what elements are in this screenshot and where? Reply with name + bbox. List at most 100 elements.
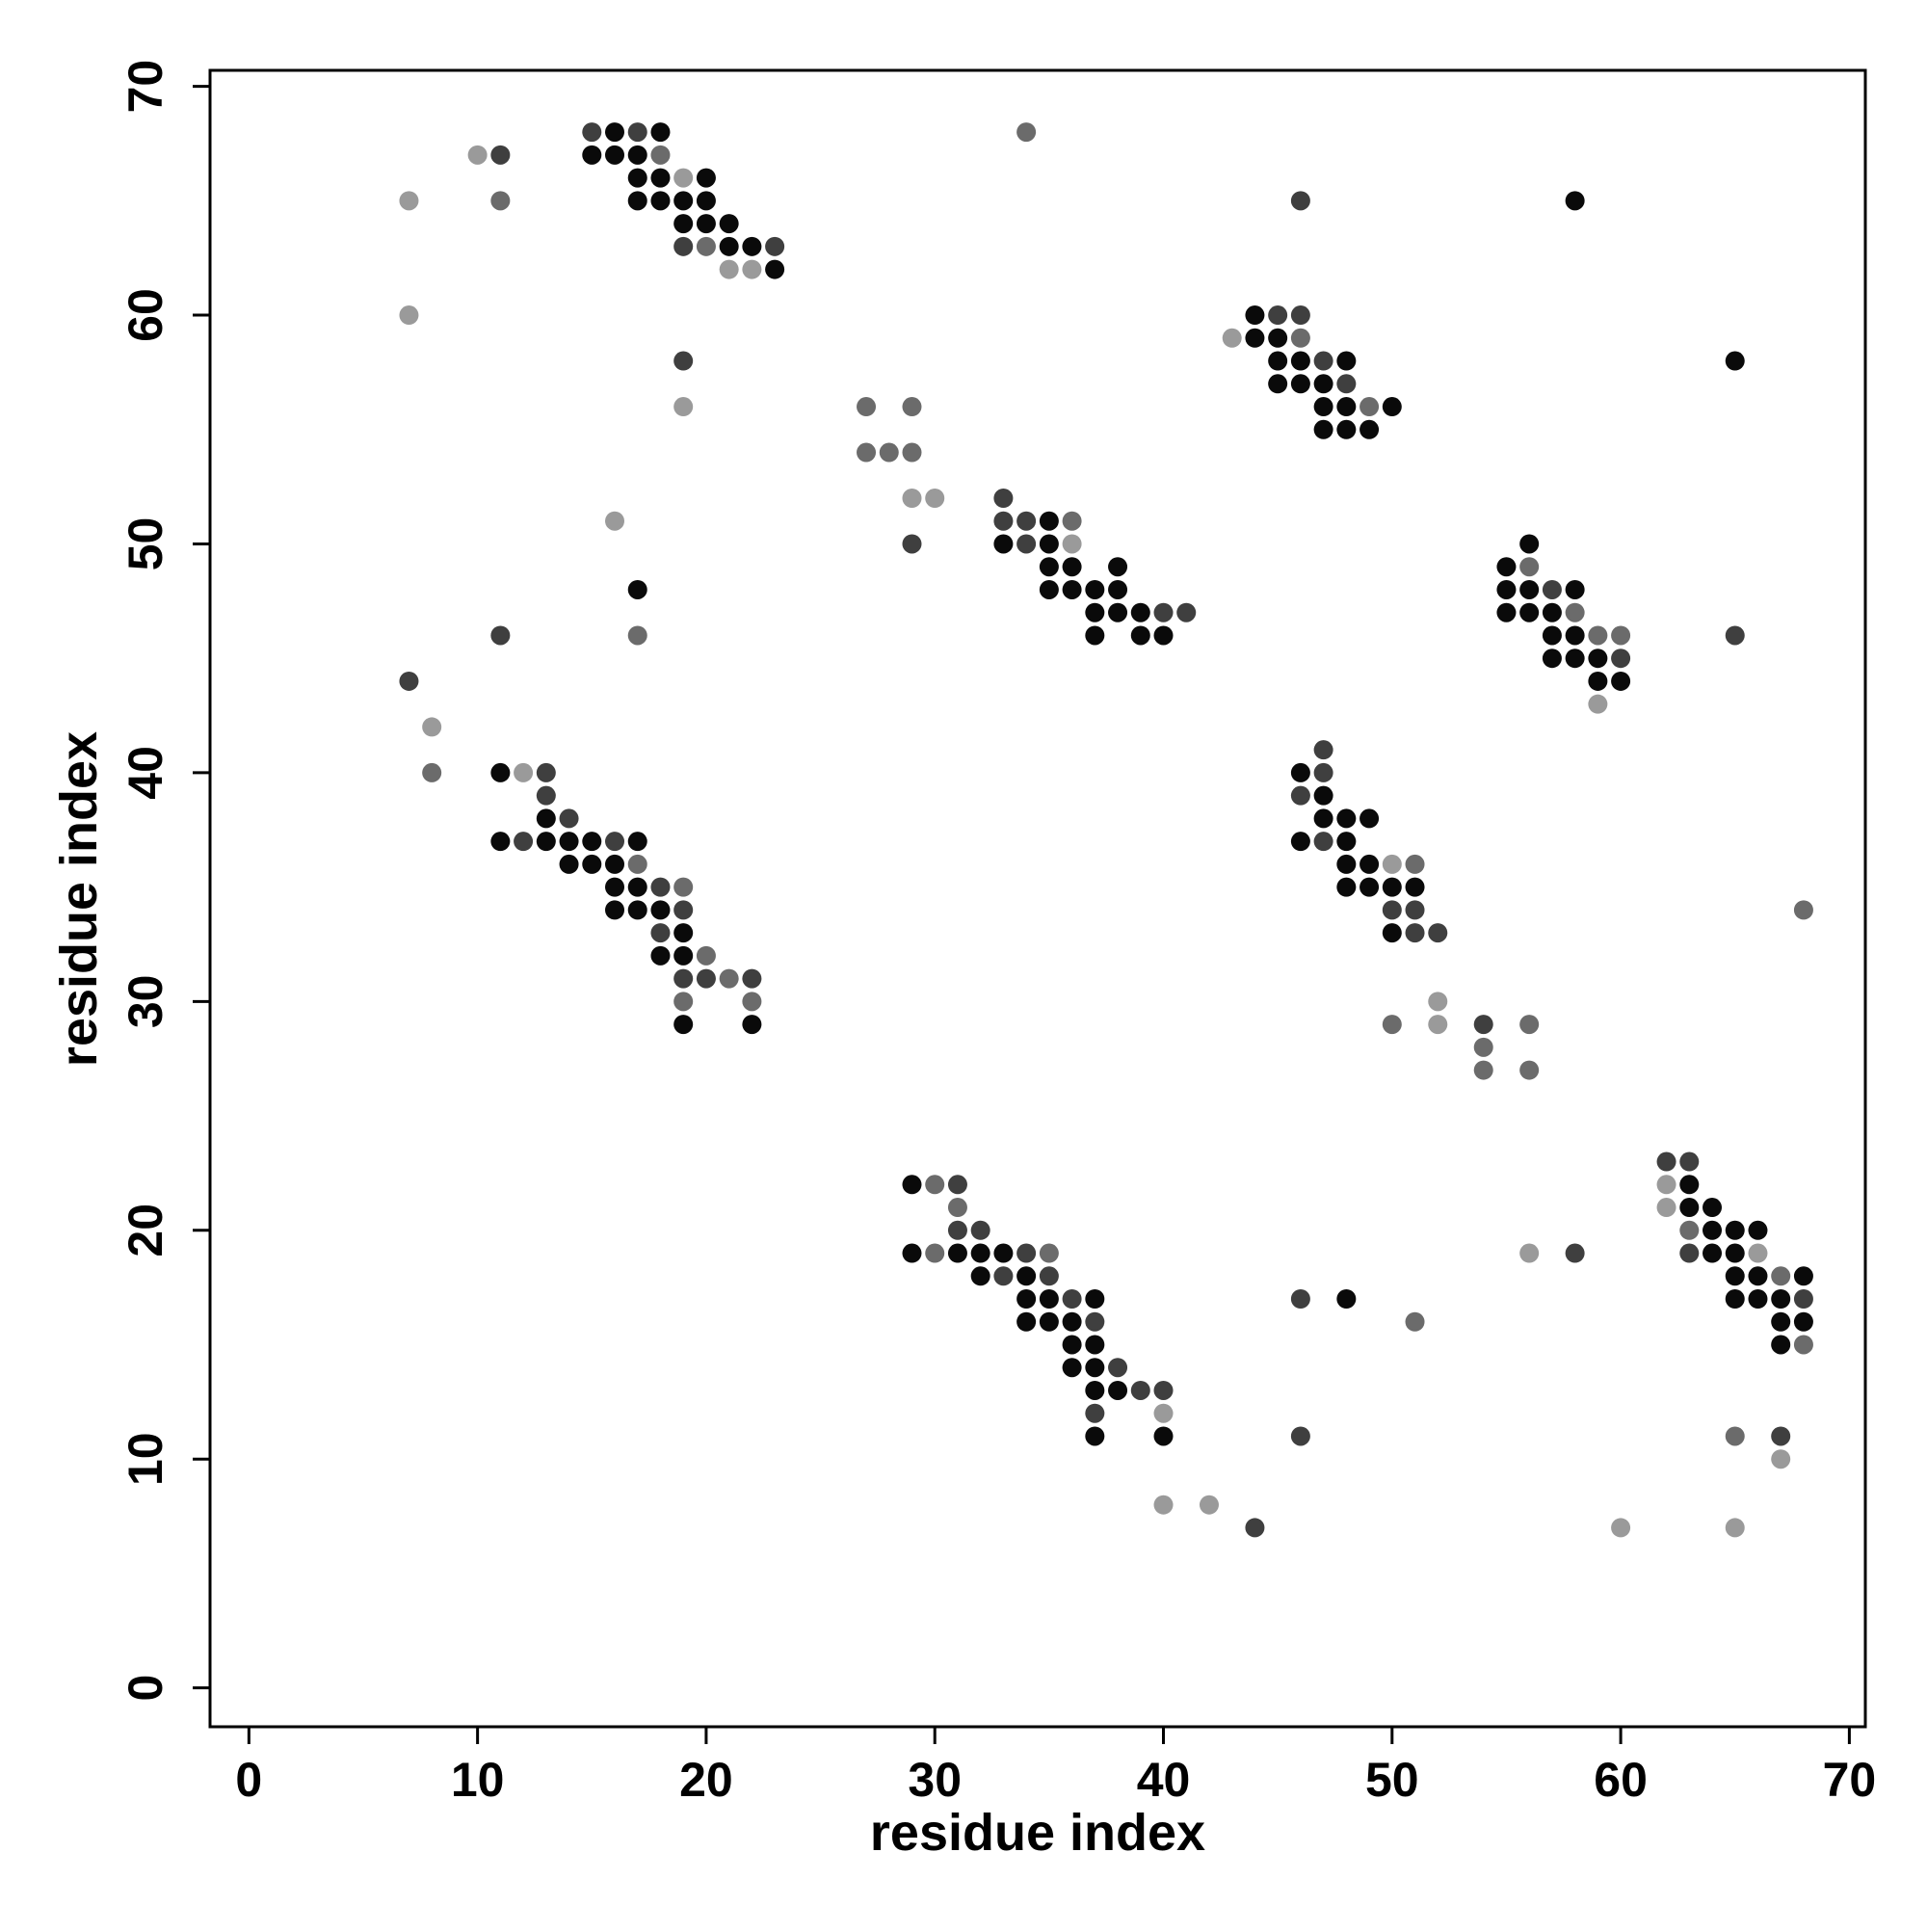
point <box>1519 602 1540 622</box>
point <box>1771 1335 1791 1355</box>
point <box>1199 1495 1219 1515</box>
point <box>1062 579 1082 599</box>
point <box>1382 854 1402 874</box>
point <box>1725 625 1745 646</box>
point <box>1382 900 1402 920</box>
point <box>536 808 556 829</box>
point <box>1382 1015 1402 1035</box>
point <box>742 968 762 989</box>
point <box>1703 1198 1723 1218</box>
y-tick-label: 60 <box>119 288 172 342</box>
point <box>857 442 877 463</box>
point <box>559 808 579 829</box>
point <box>1428 923 1448 943</box>
point <box>650 923 671 943</box>
point <box>1473 1060 1493 1080</box>
point <box>1519 579 1540 599</box>
point <box>1313 397 1333 417</box>
point <box>1085 1426 1105 1446</box>
point <box>650 168 671 188</box>
point <box>1725 1243 1745 1263</box>
point <box>1496 557 1517 577</box>
point <box>902 488 922 508</box>
point <box>1062 1289 1082 1310</box>
point <box>993 1243 1014 1263</box>
point <box>627 579 647 599</box>
point <box>627 122 647 143</box>
point <box>582 145 602 165</box>
point <box>627 625 647 646</box>
point <box>1565 625 1585 646</box>
point <box>1016 122 1037 143</box>
point <box>650 122 671 143</box>
point <box>1039 579 1059 599</box>
point <box>650 191 671 211</box>
x-tick-label: 50 <box>1365 1753 1419 1807</box>
point <box>696 236 716 256</box>
point <box>1703 1220 1723 1240</box>
point <box>1679 1151 1700 1172</box>
point <box>1016 1311 1037 1332</box>
point <box>536 832 556 852</box>
point <box>1771 1266 1791 1286</box>
point <box>1496 579 1517 599</box>
point <box>1062 557 1082 577</box>
point <box>1153 1380 1174 1400</box>
point <box>1588 625 1608 646</box>
point <box>879 442 899 463</box>
point <box>1565 579 1585 599</box>
point <box>742 1015 762 1035</box>
point <box>1313 374 1333 394</box>
point <box>1039 1289 1059 1310</box>
point <box>673 945 694 966</box>
point <box>1359 854 1380 874</box>
point <box>902 1243 922 1263</box>
x-tick-label: 70 <box>1823 1753 1877 1807</box>
point <box>1542 625 1562 646</box>
y-tick-label: 40 <box>119 746 172 800</box>
point <box>765 236 785 256</box>
point <box>947 1243 967 1263</box>
x-axis-label: residue index <box>870 1804 1205 1862</box>
point <box>1336 419 1357 439</box>
point <box>1016 1289 1037 1310</box>
point <box>1245 1518 1265 1538</box>
point <box>422 717 442 737</box>
point <box>1405 877 1425 897</box>
point <box>673 1015 694 1035</box>
point <box>696 945 716 966</box>
point <box>1611 648 1631 669</box>
y-tick-label: 0 <box>119 1675 172 1702</box>
point <box>1405 1311 1425 1332</box>
point <box>1336 877 1357 897</box>
point <box>673 992 694 1012</box>
point <box>1336 397 1357 417</box>
point <box>970 1266 990 1286</box>
point <box>1771 1289 1791 1310</box>
point <box>399 305 419 326</box>
point <box>1359 808 1380 829</box>
point <box>1565 1243 1585 1263</box>
point <box>1313 762 1333 782</box>
point <box>490 762 511 782</box>
point <box>1268 351 1288 371</box>
point <box>1108 602 1128 622</box>
point <box>1290 762 1310 782</box>
point <box>1656 1175 1676 1195</box>
y-tick-label: 20 <box>119 1204 172 1257</box>
point <box>1153 625 1174 646</box>
point <box>1656 1198 1676 1218</box>
point <box>399 671 419 691</box>
point <box>673 168 694 188</box>
point <box>1085 1403 1105 1423</box>
point <box>627 877 647 897</box>
point <box>514 762 534 782</box>
point <box>1382 923 1402 943</box>
point <box>1565 191 1585 211</box>
point <box>1336 854 1357 874</box>
point <box>673 923 694 943</box>
point <box>1565 602 1585 622</box>
point <box>1588 648 1608 669</box>
